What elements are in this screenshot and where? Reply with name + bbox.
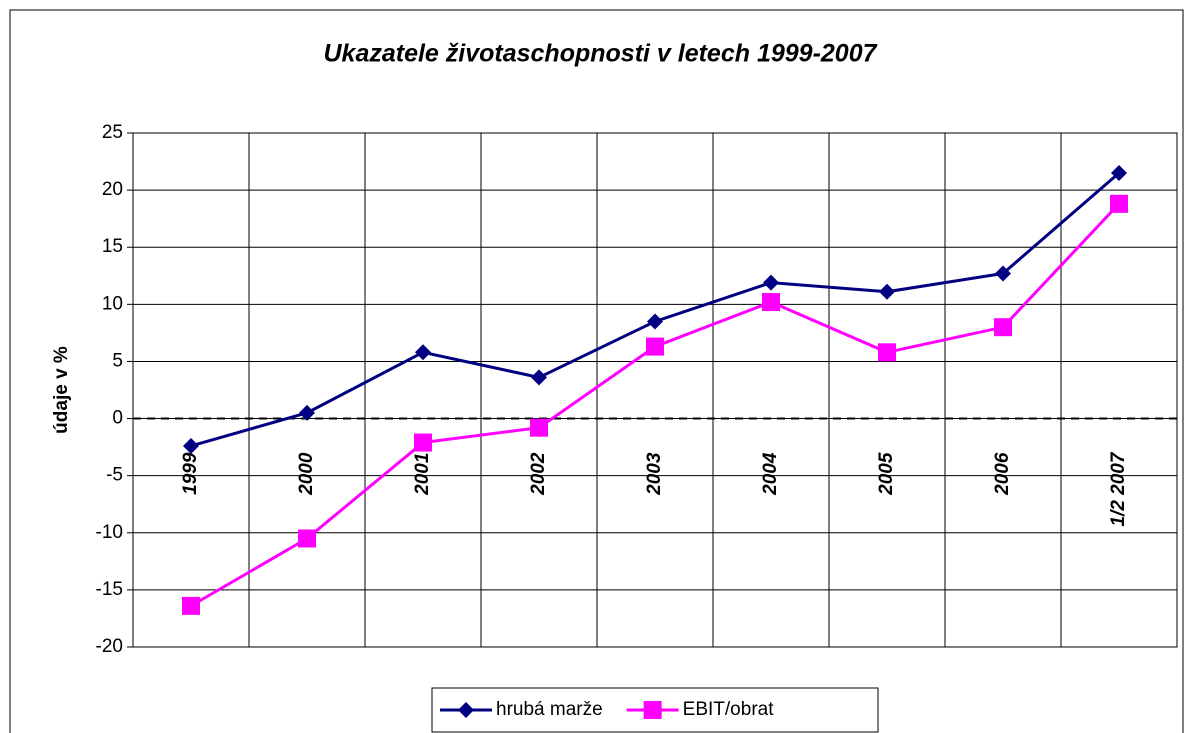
x-tick-label: 2004 — [760, 452, 781, 496]
point — [415, 344, 431, 361]
y-tick-label: 5 — [112, 350, 123, 371]
x-tick-label: 2005 — [876, 452, 897, 496]
x-tick-label: 1/2 2007 — [1108, 451, 1129, 526]
legend-label: hrubá marže — [496, 699, 603, 720]
point — [646, 337, 664, 356]
legend-label: EBIT/obrat — [683, 699, 775, 720]
point — [994, 318, 1012, 337]
point — [643, 701, 662, 719]
plot-area — [132, 132, 1178, 648]
x-tick-label: 2003 — [644, 452, 665, 496]
point — [1110, 194, 1128, 213]
x-tick-label: 2001 — [412, 453, 433, 496]
point — [298, 529, 316, 548]
point — [879, 283, 895, 300]
chart-title: Ukazatele životaschopnosti v letech 1999… — [323, 40, 877, 68]
point — [531, 369, 547, 386]
x-tick-label: 2006 — [992, 452, 1013, 496]
point — [647, 313, 663, 330]
point — [182, 596, 200, 615]
point — [414, 433, 432, 452]
point — [1111, 164, 1127, 181]
y-tick-label: 10 — [102, 293, 123, 314]
x-tick-label: 2000 — [296, 452, 317, 496]
legend: hrubá marže EBIT/obrat — [431, 687, 879, 733]
point — [530, 418, 548, 437]
point — [299, 404, 315, 421]
y-tick-label: -10 — [96, 522, 123, 543]
y-tick-label: -5 — [106, 465, 123, 486]
point — [762, 293, 780, 312]
y-tick-label: 15 — [102, 236, 123, 257]
y-tick-label: 20 — [102, 179, 123, 200]
point — [183, 437, 199, 454]
point — [878, 343, 896, 362]
x-tick-label: 2002 — [528, 452, 549, 496]
y-axis-label: údaje v % — [51, 346, 72, 434]
point — [458, 702, 474, 718]
point — [763, 274, 779, 291]
point — [995, 265, 1011, 282]
y-tick-label: -20 — [96, 636, 123, 657]
y-tick-label: 0 — [112, 408, 123, 429]
x-tick-label: 1999 — [180, 452, 201, 495]
y-tick-label: 25 — [102, 122, 123, 143]
y-tick-label: -15 — [96, 579, 123, 600]
